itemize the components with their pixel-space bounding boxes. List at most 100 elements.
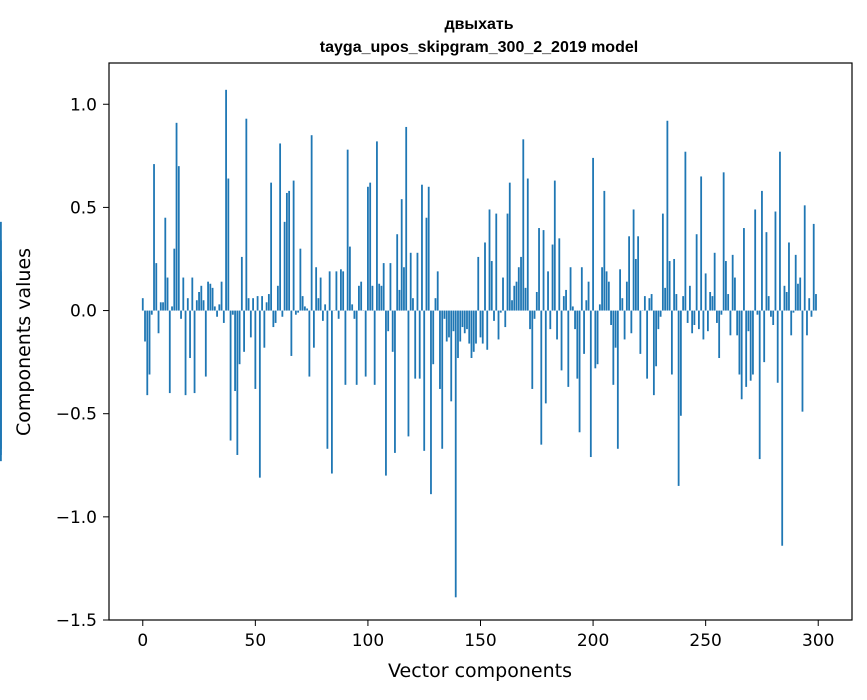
bar xyxy=(491,261,493,311)
bar xyxy=(502,278,504,311)
bar xyxy=(493,311,495,321)
bar xyxy=(763,311,765,363)
x-tick-label: 100 xyxy=(352,631,384,651)
chart-title-line2: tayga_upos_skipgram_300_2_2019 model xyxy=(320,39,638,56)
bar xyxy=(495,214,497,311)
bar xyxy=(644,296,646,310)
bar xyxy=(583,311,585,354)
bar xyxy=(241,257,243,311)
bar xyxy=(766,232,768,310)
bar xyxy=(723,172,725,310)
bar xyxy=(527,179,529,311)
bar xyxy=(775,212,777,311)
bar xyxy=(779,152,781,311)
bar xyxy=(191,278,193,311)
bar xyxy=(570,267,572,310)
bar xyxy=(268,294,270,311)
bar xyxy=(354,311,356,319)
bar xyxy=(799,278,801,311)
bar xyxy=(545,311,547,404)
bar xyxy=(457,311,459,358)
bar xyxy=(221,282,223,311)
bar xyxy=(171,306,173,310)
bar xyxy=(297,311,299,313)
bar xyxy=(473,311,475,352)
bar xyxy=(574,311,576,330)
bar xyxy=(462,311,464,328)
bar xyxy=(142,298,144,310)
bar xyxy=(486,311,488,350)
bar xyxy=(682,296,684,310)
bar xyxy=(754,209,756,310)
bar xyxy=(180,311,182,319)
bar xyxy=(243,311,245,352)
bar xyxy=(185,311,187,396)
bar xyxy=(601,267,603,310)
bar xyxy=(322,311,324,321)
bar xyxy=(608,282,610,311)
bar xyxy=(293,181,295,311)
bar xyxy=(653,311,655,396)
bar xyxy=(718,311,720,358)
bar xyxy=(430,311,432,495)
bar xyxy=(401,199,403,310)
bar xyxy=(383,263,385,310)
bar xyxy=(187,298,189,310)
bar xyxy=(498,311,500,340)
bar xyxy=(149,311,151,375)
bar xyxy=(579,311,581,433)
y-tick-label: 0.0 xyxy=(70,302,97,322)
bar xyxy=(675,294,677,311)
bar xyxy=(784,286,786,311)
bar xyxy=(646,311,648,379)
bar xyxy=(716,311,718,323)
bar xyxy=(597,311,599,365)
x-tick-label: 150 xyxy=(464,631,496,651)
bar xyxy=(331,311,333,474)
bar xyxy=(606,271,608,310)
chart-title-line1: двыхать xyxy=(444,16,513,33)
bar xyxy=(218,304,220,310)
bar xyxy=(590,311,592,457)
bar xyxy=(412,298,414,310)
bar xyxy=(223,311,225,323)
bar xyxy=(700,176,702,310)
bar xyxy=(691,311,693,334)
bar xyxy=(290,311,292,356)
bar xyxy=(302,296,304,310)
bar xyxy=(471,311,473,358)
x-tick-label: 200 xyxy=(577,631,609,651)
bar xyxy=(549,311,551,330)
bar xyxy=(725,261,727,311)
bar xyxy=(666,121,668,311)
bar xyxy=(554,181,556,311)
bar xyxy=(689,286,691,311)
bar xyxy=(743,228,745,311)
bar xyxy=(480,311,482,338)
bar xyxy=(212,288,214,311)
bar xyxy=(572,306,574,310)
bar xyxy=(239,311,241,365)
bar xyxy=(173,249,175,311)
bar xyxy=(450,311,452,402)
bar xyxy=(329,271,331,310)
y-tick-label: 0.5 xyxy=(70,198,97,218)
bar xyxy=(365,311,367,377)
bar xyxy=(561,311,563,371)
bar xyxy=(806,311,808,336)
bar xyxy=(279,143,281,310)
bar xyxy=(216,311,218,317)
y-tick-label: −0.5 xyxy=(56,405,97,425)
bar xyxy=(421,185,423,311)
bar xyxy=(378,284,380,311)
bar xyxy=(466,311,468,330)
bar xyxy=(709,292,711,311)
bar xyxy=(752,311,754,375)
bar xyxy=(153,164,155,310)
bar xyxy=(414,311,416,379)
bar xyxy=(437,271,439,310)
bar xyxy=(730,311,732,336)
bar xyxy=(813,224,815,311)
bar xyxy=(423,311,425,451)
